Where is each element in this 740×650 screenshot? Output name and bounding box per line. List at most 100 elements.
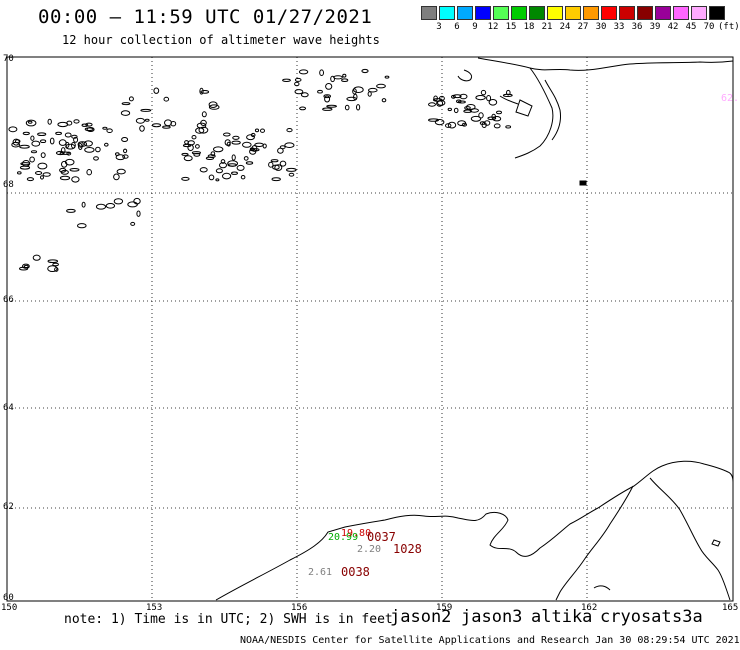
island-contour — [330, 75, 336, 83]
island-contour — [246, 134, 255, 141]
legend-label: 21 — [541, 22, 553, 32]
legend-swatch — [619, 6, 635, 20]
legend-label: 39 — [649, 22, 661, 32]
island-contour — [31, 140, 41, 147]
island-contour — [122, 154, 129, 159]
legend-swatch — [547, 6, 563, 20]
lat-tick-label: 62 — [3, 502, 14, 512]
island-contour — [121, 102, 131, 106]
island-contour — [73, 136, 79, 143]
island-contour — [49, 137, 55, 145]
island-contour — [84, 147, 95, 153]
island-contour — [64, 158, 75, 166]
page-subtitle: 12 hour collection of altimeter wave hei… — [62, 33, 380, 47]
pass-time-label: 0037 — [367, 530, 396, 544]
island-contour — [260, 128, 265, 133]
island-contour — [162, 125, 171, 129]
island-contour — [286, 128, 293, 133]
legend-swatch — [421, 6, 437, 20]
island-contour — [344, 104, 350, 111]
island-contour — [505, 125, 512, 129]
island-contour — [102, 126, 108, 130]
legend-swatch — [457, 6, 473, 20]
island-contour — [300, 92, 309, 98]
legend-swatch — [583, 6, 599, 20]
legend-swatch — [691, 6, 707, 20]
legend-label: 15 — [505, 22, 517, 32]
island-contour — [198, 126, 209, 134]
island-contour — [341, 78, 349, 82]
island-contour — [26, 177, 34, 182]
island-contour — [27, 120, 33, 124]
island-contour — [59, 175, 71, 181]
island-contour — [120, 110, 131, 116]
island-contour — [208, 104, 220, 110]
island-contour — [30, 150, 38, 154]
island-contour — [196, 122, 207, 129]
legend-swatch — [637, 6, 653, 20]
island-contour — [381, 98, 387, 103]
island-contour — [317, 89, 323, 94]
island-contour — [140, 108, 152, 112]
island-contour — [77, 223, 87, 229]
lon-tick-label: 153 — [146, 603, 162, 613]
island-contour — [208, 174, 215, 181]
pass-time-label: 1028 — [393, 542, 422, 556]
island-contour — [86, 169, 92, 176]
island-contour — [59, 151, 70, 155]
swh-reading: 19.80 — [341, 528, 371, 539]
legend-label: 6 — [454, 22, 460, 32]
map-frame — [6, 56, 734, 602]
island-contour — [60, 147, 66, 154]
island-contour — [288, 172, 295, 177]
island-contour — [69, 168, 80, 172]
island-contour — [199, 167, 208, 173]
island-contour — [447, 107, 452, 112]
island-contour — [37, 162, 48, 170]
island-contour — [151, 123, 162, 128]
legend-swatch — [565, 6, 581, 20]
island-contour — [325, 83, 333, 90]
island-contour — [219, 162, 227, 169]
legend-label: 3 — [436, 22, 442, 32]
island-contour — [164, 119, 172, 127]
island-contour — [274, 164, 283, 171]
island-contour — [502, 93, 513, 98]
legend-label: (ft) — [718, 22, 740, 32]
island-contour — [205, 156, 214, 161]
lat-tick-label: 60 — [3, 593, 14, 603]
island-contour — [480, 89, 487, 96]
lat-tick-label: 64 — [3, 403, 14, 413]
island-contour — [144, 118, 150, 122]
legend-swatch — [511, 6, 527, 20]
island-contour — [236, 164, 245, 171]
legend-label: 24 — [559, 22, 571, 32]
island-contour — [104, 142, 109, 147]
swh-reading: 2.61 — [308, 567, 332, 578]
island-contour — [322, 107, 333, 111]
island-contour — [279, 160, 287, 167]
island-contour — [353, 86, 364, 93]
island-contour — [282, 78, 291, 83]
island-contour — [17, 171, 22, 175]
island-contour — [105, 203, 116, 209]
island-contour — [40, 139, 47, 143]
island-contour — [333, 75, 343, 80]
legend-swatch — [601, 6, 617, 20]
island-contour — [463, 109, 473, 113]
island-contour — [461, 122, 467, 127]
island-contour — [294, 77, 302, 82]
legend-label: 18 — [523, 22, 535, 32]
page-title: 00:00 – 11:59 UTC 01/27/2021 — [38, 6, 373, 28]
island-contour — [19, 144, 30, 149]
island-contour — [55, 131, 62, 135]
legend-label: 33 — [613, 22, 625, 32]
legend-swatch — [709, 6, 725, 20]
island-contour — [29, 156, 35, 163]
island-contour — [470, 115, 482, 122]
island-contour — [245, 161, 254, 165]
island-contour — [30, 135, 35, 141]
lon-tick-label: 150 — [1, 603, 17, 613]
island-contour — [220, 159, 226, 164]
legend-label: 70 — [703, 22, 715, 32]
